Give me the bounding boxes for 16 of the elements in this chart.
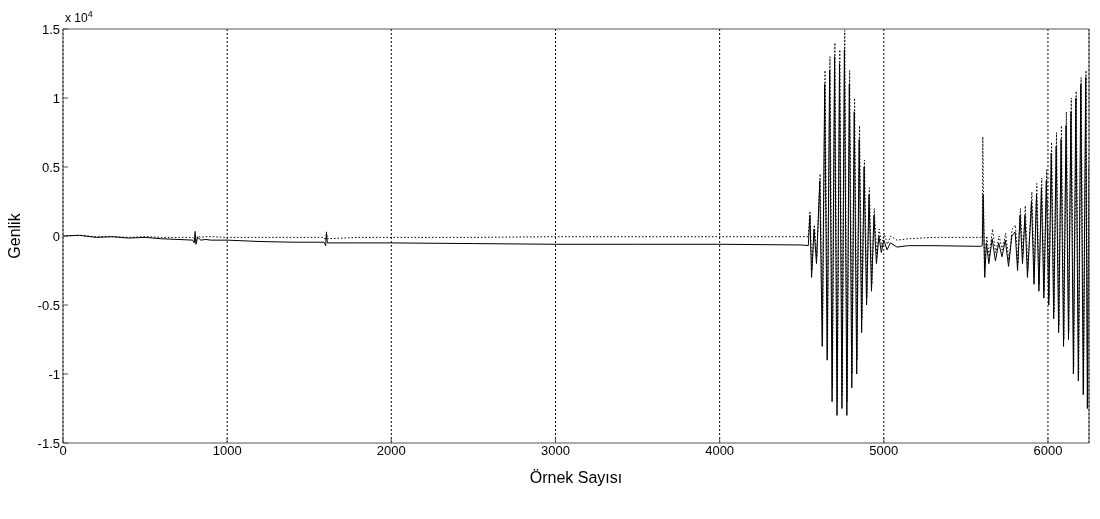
y-tick-label: 1.5 (41, 21, 60, 37)
y-tick-label: -1 (48, 366, 60, 382)
y-axis-title: Genlik (5, 212, 23, 259)
x-axis-title: Örnek Sayısı (529, 469, 623, 486)
x-tick-label: 4000 (705, 443, 735, 459)
x-tick-label: 2000 (376, 443, 406, 459)
x-tick-label: 3000 (541, 443, 570, 459)
x-tick-label: 6000 (1033, 443, 1063, 459)
x-tick-label: 5000 (869, 443, 899, 459)
y-tick-label: 0 (52, 228, 60, 244)
y-tick-label: -1.5 (37, 435, 60, 451)
y-tick-label: 1 (52, 90, 60, 106)
y-tick-label: 0.5 (41, 159, 60, 175)
x-tick-label: 1000 (212, 443, 242, 459)
y-tick-label: -0.5 (37, 297, 60, 313)
text: x 10$^{4}$ (65, 9, 93, 25)
